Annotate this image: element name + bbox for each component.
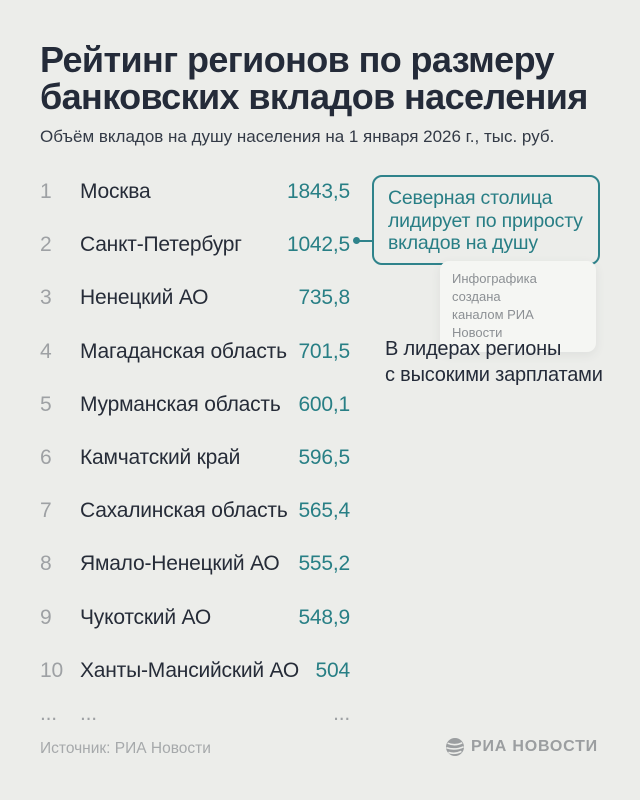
table-row: 7 Сахалинская область 565,4	[40, 484, 350, 537]
rank-cell: 6	[40, 446, 52, 470]
value-cell: 1843,5	[286, 180, 350, 204]
rank-cell: 5	[40, 392, 52, 416]
region-cell: Москва	[80, 180, 151, 204]
page-title-line2: банковских вкладов населения	[40, 76, 588, 117]
aside-line2: с высокими зарплатами	[385, 364, 603, 386]
source-note: Источник: РИА Новости	[40, 740, 211, 757]
region-cell: Мурманская область	[80, 392, 281, 416]
value-cell: ...	[333, 701, 350, 725]
region-cell: Ненецкий АО	[80, 286, 209, 310]
rank-cell: 3	[40, 286, 52, 310]
region-cell: Сахалинская область	[80, 499, 288, 523]
value-cell: 701,5	[298, 339, 350, 363]
region-cell: Камчатский край	[80, 446, 241, 470]
credit-line1: Инфографика создана	[452, 271, 537, 304]
globe-icon	[445, 738, 464, 756]
rank-cell: ...	[40, 701, 57, 725]
region-cell: Чукотский АО	[80, 605, 211, 629]
rank-cell: 1	[40, 180, 52, 204]
table-row: 2 Санкт-Петербург 1042,5	[40, 218, 350, 271]
table-row: 5 Мурманская область 600,1	[40, 378, 350, 431]
aside-line1: В лидерах регионы	[385, 338, 562, 360]
table-row: 10 Ханты-Мансийский АО 504	[40, 644, 350, 697]
callout-connector-dot	[353, 237, 360, 244]
value-cell: 548,9	[298, 605, 350, 629]
table-row: 1 Москва 1843,5	[40, 165, 350, 218]
table-row: 3 Ненецкий АО 735,8	[40, 271, 350, 324]
page-title: Рейтинг регионов по размеру банковских в…	[40, 41, 610, 115]
rank-cell: 7	[40, 499, 52, 523]
aside-note: В лидерах регионы с высокими зарплатами	[385, 336, 625, 388]
region-cell: Ямало-Ненецкий АО	[80, 552, 280, 576]
region-cell: ...	[80, 701, 97, 725]
region-cell: Ханты-Мансийский АО	[80, 658, 300, 682]
callout-text: Северная столица лидирует по приросту вк…	[388, 187, 583, 254]
page-title-line1: Рейтинг регионов по размеру	[40, 39, 555, 80]
rank-cell: 8	[40, 552, 52, 576]
region-cell: Магаданская область	[80, 339, 287, 363]
table-row: 4 Магаданская область 701,5	[40, 325, 350, 378]
value-cell: 600,1	[298, 392, 350, 416]
value-cell: 504	[315, 658, 351, 682]
table-row: 9 Чукотский АО 548,9	[40, 591, 350, 644]
credit-tooltip: Инфографика создана каналом РИА Новости	[440, 261, 596, 352]
value-cell: 565,4	[298, 499, 350, 523]
credit-line2: каналом РИА Новости	[452, 307, 534, 340]
page-subtitle: Объём вкладов на душу населения на 1 янв…	[40, 127, 555, 146]
rank-cell: 2	[40, 233, 52, 257]
rank-cell: 4	[40, 339, 52, 363]
value-cell: 555,2	[298, 552, 350, 576]
region-cell: Санкт-Петербург	[80, 233, 242, 257]
callout-box: Северная столица лидирует по приросту вк…	[372, 175, 600, 265]
ranking-list: 1 Москва 1843,5 2 Санкт-Петербург 1042,5…	[40, 165, 350, 727]
brand-text: РИА НОВОСТИ	[470, 738, 598, 755]
rank-cell: 9	[40, 605, 52, 629]
value-cell: 1042,5	[286, 233, 350, 257]
brand-logo: РИА НОВОСТИ	[445, 737, 598, 757]
credit-text: Инфографика создана каналом РИА Новости	[452, 270, 584, 342]
value-cell: 735,8	[298, 286, 350, 310]
value-cell: 596,5	[298, 446, 350, 470]
table-row: 8 Ямало-Ненецкий АО 555,2	[40, 537, 350, 590]
table-row: 6 Камчатский край 596,5	[40, 431, 350, 484]
table-row: ... ... ...	[40, 701, 350, 727]
rank-cell: 10	[40, 658, 63, 682]
callout-connector-line	[358, 239, 373, 242]
